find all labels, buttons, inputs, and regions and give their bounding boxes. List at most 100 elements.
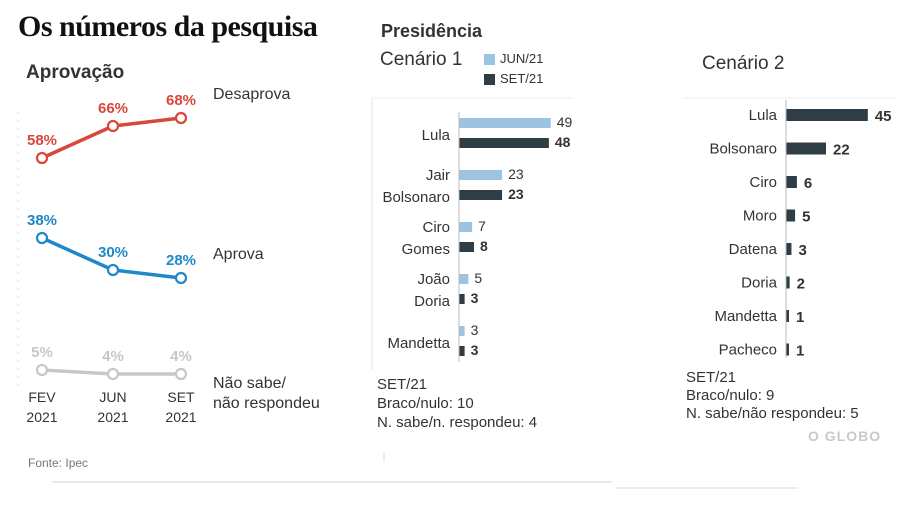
category-label: Mandetta xyxy=(387,335,450,352)
bar-mandetta-jun-21 xyxy=(459,326,465,336)
category-label: Moro xyxy=(743,208,777,225)
point-nao-sabe xyxy=(106,367,120,381)
bar-value-label: 3 xyxy=(471,342,479,358)
series-name-nao-sabe: não respondeu xyxy=(213,395,320,412)
scenario-1-note-null: Braco/nulo: 10 xyxy=(377,395,474,412)
category-label: Jair xyxy=(426,167,450,184)
presidency-title: Presidência xyxy=(381,21,483,41)
scenario-1-note-undecided: N. sabe/n. respondeu: 4 xyxy=(377,414,538,431)
point-nao-sabe xyxy=(35,363,49,377)
bar-value-label: 5 xyxy=(802,209,810,226)
scenario-2-note-undecided: N. sabe/não respondeu: 5 xyxy=(686,405,859,422)
category-label: Doria xyxy=(741,275,778,292)
scenario-1-title: Cenário 1 xyxy=(380,49,463,70)
series-name-desaprova: Desaprova xyxy=(213,86,290,103)
legend-swatch-jun21 xyxy=(484,54,495,65)
bar-ciro-gomes-set-21 xyxy=(459,242,474,252)
bar-value-label: 7 xyxy=(478,218,486,234)
x-tick-label: 2021 xyxy=(26,409,57,425)
data-label-nao-sabe: 4% xyxy=(170,348,192,365)
category-label: Mandetta xyxy=(714,308,777,325)
series-name-aprova: Aprova xyxy=(213,246,264,263)
point-desaprova xyxy=(106,119,120,133)
bar-value-label: 3 xyxy=(798,242,806,259)
approval-line-chart: 58% 66% 68% Desaprova 38% 30% 28% Aprova 5% 4% 4% N… xyxy=(26,86,319,425)
x-tick-label: SET xyxy=(167,389,195,405)
x-tick-label: FEV xyxy=(28,389,56,405)
bar-mandetta-set-21 xyxy=(459,346,465,356)
category-label: Doria xyxy=(414,293,451,310)
bar-value-label: 23 xyxy=(508,186,524,202)
legend-label-set21: SET/21 xyxy=(500,71,544,86)
data-label-nao-sabe: 4% xyxy=(102,348,124,365)
point-aprova xyxy=(35,231,49,245)
scenario-2-title: Cenário 2 xyxy=(702,53,785,74)
category-label: Ciro xyxy=(422,219,450,236)
category-label: Ciro xyxy=(749,174,777,191)
bar-moro xyxy=(786,209,796,222)
category-label: Lula xyxy=(749,107,778,124)
scenario-2-note-date: SET/21 xyxy=(686,369,737,386)
bar-jair-bolsonaro-set-21 xyxy=(459,190,503,200)
point-desaprova xyxy=(35,151,49,165)
source-note: Fonte: Ipec xyxy=(28,456,89,470)
x-tick-label: 2021 xyxy=(97,409,128,425)
data-label-desaprova: 66% xyxy=(98,100,128,117)
bar-value-label: 48 xyxy=(555,134,571,150)
data-label-desaprova: 68% xyxy=(166,92,196,109)
scenario-1-bar-chart: 49 48 Lula 23 23 Jair Bolsonaro 7 8 Ciro Gomes 5 3 Jo… xyxy=(382,112,573,362)
bar-bolsonaro xyxy=(786,142,826,155)
point-aprova xyxy=(174,271,188,285)
data-label-aprova: 38% xyxy=(27,212,57,229)
scenario-2-note-null: Braco/nulo: 9 xyxy=(686,387,775,404)
bar-joao-doria-jun-21 xyxy=(459,274,469,284)
scenario-2-bar-chart: 45 Lula 22 Bolsonaro 6 Ciro 5 Moro 3 Datena 2 Doria… xyxy=(709,100,892,360)
bar-value-label: 3 xyxy=(471,290,479,306)
point-aprova xyxy=(106,263,120,277)
point-nao-sabe xyxy=(174,367,188,381)
legend-swatch-set21 xyxy=(484,74,495,85)
point-desaprova xyxy=(174,111,188,125)
legend-label-jun21: JUN/21 xyxy=(500,51,544,66)
bar-lula-set-21 xyxy=(459,138,549,148)
category-label: Pacheco xyxy=(719,342,777,359)
category-label: João xyxy=(417,271,450,288)
x-tick-label: JUN xyxy=(99,389,126,405)
headline: Os números da pesquisa xyxy=(18,10,318,43)
category-label: Bolsonaro xyxy=(382,189,450,206)
bar-value-label: 1 xyxy=(796,343,804,360)
bar-value-label: 2 xyxy=(797,276,805,293)
bar-lula-jun-21 xyxy=(459,118,551,128)
category-label: Gomes xyxy=(402,241,450,258)
bar-value-label: 8 xyxy=(480,238,488,254)
bar-value-label: 23 xyxy=(508,166,524,182)
bar-ciro xyxy=(786,176,797,188)
bar-value-label: 6 xyxy=(804,175,812,192)
data-label-desaprova: 58% xyxy=(27,132,57,149)
category-label: Bolsonaro xyxy=(709,141,777,158)
bar-doria xyxy=(786,276,790,289)
bar-value-label: 3 xyxy=(471,322,479,338)
scenario-1-note-date: SET/21 xyxy=(377,376,428,393)
data-label-nao-sabe: 5% xyxy=(31,344,53,361)
bar-jair-bolsonaro-jun-21 xyxy=(459,170,503,180)
bar-pacheco xyxy=(786,343,789,356)
x-tick-label: 2021 xyxy=(165,409,196,425)
bar-value-label: 22 xyxy=(833,142,850,159)
category-label: Datena xyxy=(729,241,778,258)
category-label: Lula xyxy=(422,127,451,144)
series-name-nao-sabe: Não sabe/ xyxy=(213,375,286,392)
brand-logo: O GLOBO xyxy=(808,428,882,444)
bar-value-label: 49 xyxy=(557,114,573,130)
bar-ciro-gomes-jun-21 xyxy=(459,222,473,232)
bar-mandetta xyxy=(786,310,789,322)
bar-value-label: 45 xyxy=(875,108,892,125)
bar-value-label: 1 xyxy=(796,309,804,326)
bar-lula xyxy=(786,109,868,121)
bar-value-label: 5 xyxy=(474,270,482,286)
data-label-aprova: 30% xyxy=(98,244,128,261)
bar-joao-doria-set-21 xyxy=(459,294,465,304)
bar-datena xyxy=(786,243,792,255)
approval-chart-title: Aprovação xyxy=(26,62,125,83)
